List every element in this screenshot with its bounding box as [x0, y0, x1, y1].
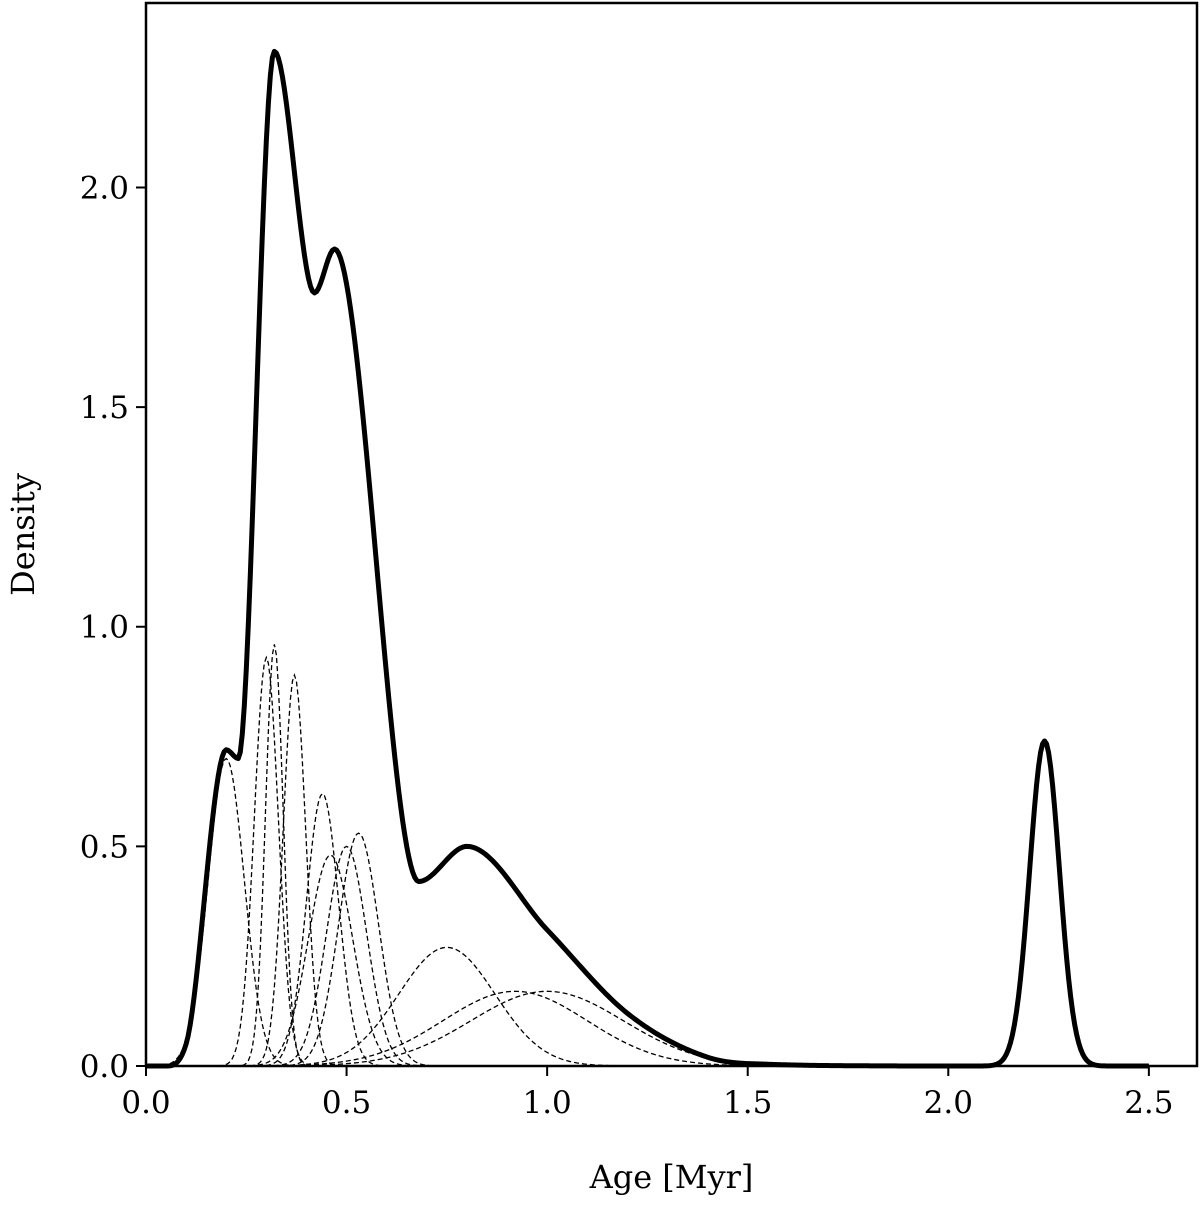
y-tick-label: 1.0 [80, 610, 129, 646]
y-tick-label: 0.5 [80, 829, 129, 865]
x-tick-label: 0.0 [121, 1085, 170, 1121]
component-curve-3 [146, 644, 1149, 1067]
plot-frame [144, 1, 1199, 1068]
x-axis-label: Age [Myr] [589, 1158, 754, 1196]
component-curve-1 [145, 757, 1149, 1067]
x-tick-label: 0.5 [322, 1085, 371, 1121]
x-tick-label: 2.5 [1124, 1085, 1173, 1121]
component-curve-6 [146, 854, 1149, 1067]
component-curve-4 [146, 672, 1149, 1067]
component-curve-7 [146, 845, 1149, 1067]
component-curves [145, 644, 1149, 1067]
total-curve-layer [145, 48, 1150, 1069]
x-tick-label: 1.0 [522, 1085, 571, 1121]
x-axis-ticks: 0.0 0.5 1.0 1.5 2.0 2.5 [121, 1066, 1174, 1121]
y-axis-label: Density [4, 473, 42, 596]
component-curve-8 [146, 832, 1149, 1067]
total-density-curve [145, 48, 1150, 1069]
y-tick-label: 1.5 [80, 390, 129, 426]
component-curve-5 [146, 792, 1149, 1067]
y-tick-label: 2.0 [80, 170, 129, 206]
y-tick-label: 0.0 [80, 1049, 129, 1085]
y-axis-ticks: 0.0 0.5 1.0 1.5 2.0 [80, 170, 146, 1085]
x-tick-label: 1.5 [723, 1085, 772, 1121]
x-tick-label: 2.0 [924, 1085, 973, 1121]
